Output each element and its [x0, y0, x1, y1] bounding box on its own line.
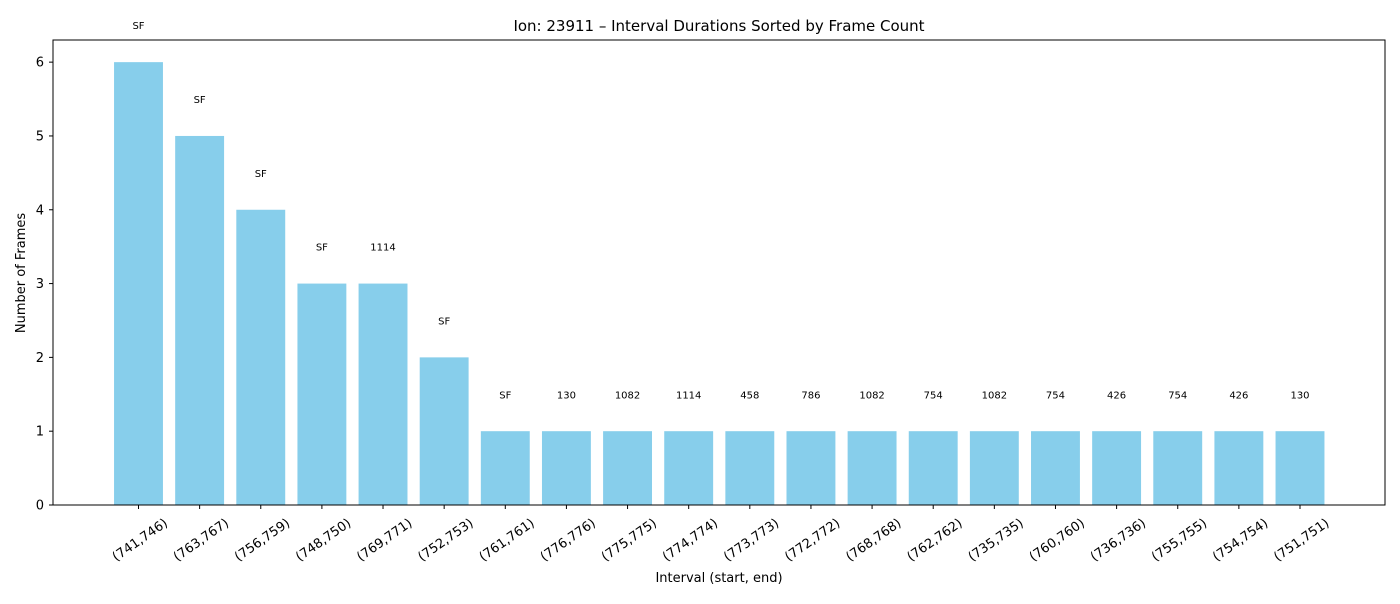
bar-value-label: SF — [316, 243, 328, 254]
y-tick-label: 5 — [36, 129, 44, 144]
y-tick-label: 6 — [36, 56, 44, 71]
bar-value-label: 786 — [801, 390, 820, 401]
x-tick-label: (775,775) — [599, 516, 660, 565]
x-tick-label: (776,776) — [538, 516, 599, 565]
x-tick-label: (760,760) — [1027, 516, 1088, 565]
bar-value-label: SF — [499, 390, 511, 401]
bar — [1092, 431, 1142, 505]
chart-title: Ion: 23911 – Interval Durations Sorted b… — [513, 17, 924, 35]
x-tick-label: (761,761) — [477, 516, 538, 565]
y-tick-label: 0 — [36, 499, 44, 514]
bar-value-label: 1082 — [859, 390, 884, 401]
bar — [664, 431, 714, 505]
bar — [114, 62, 163, 506]
bar — [725, 431, 775, 505]
bar — [1031, 431, 1080, 505]
y-tick-label: 1 — [36, 425, 44, 440]
bar — [358, 283, 408, 505]
bar-labels-layer: SF SF SF SF 1114 SF SF 130 1082 1114 458 786 1082 754… — [132, 21, 1309, 401]
bar-value-label: 754 — [1168, 390, 1187, 401]
x-tick-label: (751,751) — [1271, 516, 1332, 565]
bar-value-label: 1114 — [370, 243, 395, 254]
bar-value-label: SF — [132, 21, 144, 32]
x-tick-label: (769,771) — [354, 516, 415, 565]
bar — [969, 431, 1019, 505]
x-tick-label: (763,767) — [171, 516, 232, 565]
bar — [603, 431, 653, 505]
x-tick-label: (735,735) — [966, 516, 1027, 565]
x-tick-label: (768,768) — [843, 516, 904, 565]
y-tick-label: 2 — [36, 351, 44, 366]
x-axis-label: Interval (start, end) — [655, 571, 782, 586]
bar-value-label: 1082 — [982, 390, 1007, 401]
bar-value-label: 1082 — [615, 390, 640, 401]
bar-value-label: 754 — [1046, 390, 1065, 401]
bar — [908, 431, 958, 505]
bar — [175, 135, 225, 505]
y-axis-ticks: 0 1 2 3 4 5 6 — [36, 56, 53, 514]
bar — [847, 431, 897, 505]
bar-value-label: 1114 — [676, 390, 701, 401]
x-tick-label: (748,750) — [293, 516, 354, 565]
bar-value-label: SF — [255, 169, 267, 180]
bar-value-label: 754 — [924, 390, 943, 401]
x-tick-label: (754,754) — [1210, 516, 1271, 565]
x-tick-label: (762,762) — [905, 516, 966, 565]
x-tick-label: (741,746) — [110, 516, 171, 565]
y-tick-label: 4 — [36, 203, 44, 218]
plot-area-frame — [52, 39, 1386, 506]
bar — [541, 431, 591, 505]
x-tick-label: (774,774) — [660, 516, 721, 565]
x-tick-label: (752,753) — [415, 516, 476, 565]
x-tick-label: (772,772) — [782, 516, 843, 565]
x-axis-ticks: (741,746) (763,767) (756,759) (748,750) (769… — [110, 505, 1332, 565]
y-axis-label: Number of Frames — [14, 213, 29, 334]
bar — [1275, 431, 1325, 505]
bar-value-label: 426 — [1107, 390, 1126, 401]
y-tick-label: 3 — [36, 277, 44, 292]
bar — [786, 431, 836, 505]
bar — [1153, 431, 1203, 505]
bar-value-label: SF — [194, 95, 206, 106]
bar — [419, 357, 469, 505]
bar-value-label: SF — [438, 316, 450, 327]
bar-value-label: 458 — [740, 390, 759, 401]
x-tick-label: (773,773) — [721, 516, 782, 565]
bar-value-label: 426 — [1229, 390, 1248, 401]
x-tick-label: (756,759) — [232, 516, 293, 565]
bar — [1214, 431, 1264, 505]
bar — [297, 283, 347, 505]
x-tick-label: (736,736) — [1088, 516, 1149, 565]
bars-layer — [114, 62, 1325, 506]
bar-value-label: 130 — [557, 390, 576, 401]
bar — [236, 209, 286, 505]
bar-value-label: 130 — [1290, 390, 1309, 401]
x-tick-label: (755,755) — [1149, 516, 1210, 565]
bar — [480, 431, 530, 505]
